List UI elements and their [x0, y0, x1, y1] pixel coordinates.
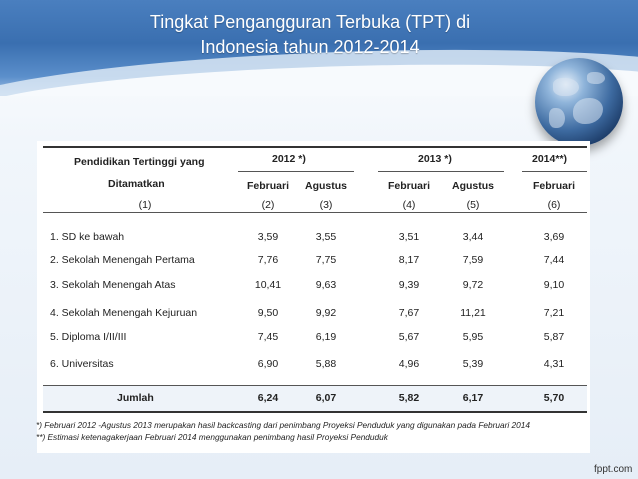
table-cell: 4,96: [398, 358, 420, 370]
column-header-education-line2: Ditamatkan: [108, 178, 165, 190]
index-4: (4): [402, 199, 416, 211]
table-cell: 7,44: [543, 254, 565, 266]
total-row-band: [43, 386, 587, 411]
table-cell: 11,21: [460, 307, 486, 319]
title-line-1: Tingkat Pengangguran Terbuka (TPT) di: [149, 12, 471, 32]
table-cell: 3,51: [398, 231, 420, 243]
table-cell: 6,90: [257, 358, 279, 370]
table-cell: 3,69: [543, 231, 565, 243]
table-cell: 5,87: [543, 331, 565, 343]
table-cell: 7,75: [315, 254, 337, 266]
group-rule-2013: [378, 171, 504, 172]
table-cell: 9,39: [398, 279, 420, 291]
table-rule-top: [43, 146, 587, 148]
group-rule-2012: [238, 171, 354, 172]
globe-icon: [535, 58, 623, 146]
index-5: (5): [466, 199, 480, 211]
subheader-feb-2014: Februari: [532, 180, 575, 192]
index-3: (3): [319, 199, 333, 211]
row-label: 3. Sekolah Menengah Atas: [50, 279, 176, 291]
table-cell: 7,45: [257, 331, 279, 343]
table-cell: 5,95: [462, 331, 484, 343]
subheader-aug-2012: Agustus: [305, 180, 347, 192]
table-cell: 10,41: [254, 279, 282, 291]
total-cell: 6,07: [315, 392, 337, 404]
table-cell: 3,55: [315, 231, 337, 243]
index-1: (1): [138, 199, 152, 211]
row-label: 4. Sekolah Menengah Kejuruan: [50, 307, 198, 319]
table-cell: 9,72: [462, 279, 484, 291]
group-header-2014: 2014**): [532, 153, 568, 165]
subheader-aug-2013: Agustus: [452, 180, 494, 192]
index-6: (6): [547, 199, 561, 211]
table-cell: 9,50: [257, 307, 279, 319]
table-cell: 5,88: [315, 358, 337, 370]
table-cell: 7,59: [462, 254, 484, 266]
slide-header-band: [0, 0, 638, 96]
subheader-feb-2013: Februari: [387, 180, 430, 192]
total-cell: 6,24: [257, 392, 279, 404]
group-rule-2014: [522, 171, 587, 172]
table-cell: 7,21: [543, 307, 565, 319]
brand-watermark: fppt.com: [594, 464, 633, 475]
total-cell: 5,82: [398, 392, 420, 404]
table-rule-total: [43, 385, 587, 386]
footnote-1: *) Februari 2012 -Agustus 2013 merupakan…: [36, 420, 530, 430]
index-2: (2): [261, 199, 275, 211]
group-header-2013: 2013 *): [418, 153, 452, 165]
column-header-education: Pendidikan Tertinggi yang: [74, 156, 205, 168]
total-cell: 6,17: [462, 392, 484, 404]
total-row-label: Jumlah: [117, 392, 154, 404]
table-cell: 3,59: [257, 231, 279, 243]
table-cell: 9,63: [315, 279, 337, 291]
total-cell: 5,70: [543, 392, 565, 404]
row-label: 6. Universitas: [50, 358, 114, 370]
title-line-2: Indonesia tahun 2012-2014: [200, 37, 420, 57]
table-rule-bottom: [43, 411, 587, 413]
row-label: 2. Sekolah Menengah Pertama: [50, 254, 195, 266]
subheader-feb-2012: Februari: [246, 180, 289, 192]
table-cell: 9,92: [315, 307, 337, 319]
table-cell: 4,31: [543, 358, 565, 370]
slide-title: Tingkat Pengangguran Terbuka (TPT) di In…: [80, 10, 540, 60]
table-footnotes: *) Februari 2012 -Agustus 2013 merupakan…: [36, 419, 530, 443]
table-cell: 5,39: [462, 358, 484, 370]
table-cell: 8,17: [398, 254, 420, 266]
table-cell: 6,19: [315, 331, 337, 343]
row-label: 5. Diploma I/II/III: [50, 331, 127, 343]
table-cell: 7,76: [257, 254, 279, 266]
table-rule-header: [43, 212, 587, 213]
row-label: 1. SD ke bawah: [50, 231, 125, 243]
table-cell: 7,67: [398, 307, 420, 319]
group-header-2012: 2012 *): [272, 153, 306, 165]
table-cell: 9,10: [543, 279, 565, 291]
table-cell: 5,67: [398, 331, 420, 343]
footnote-2: **) Estimasi ketenagakerjaan Februari 20…: [36, 432, 388, 442]
table-cell: 3,44: [462, 231, 484, 243]
